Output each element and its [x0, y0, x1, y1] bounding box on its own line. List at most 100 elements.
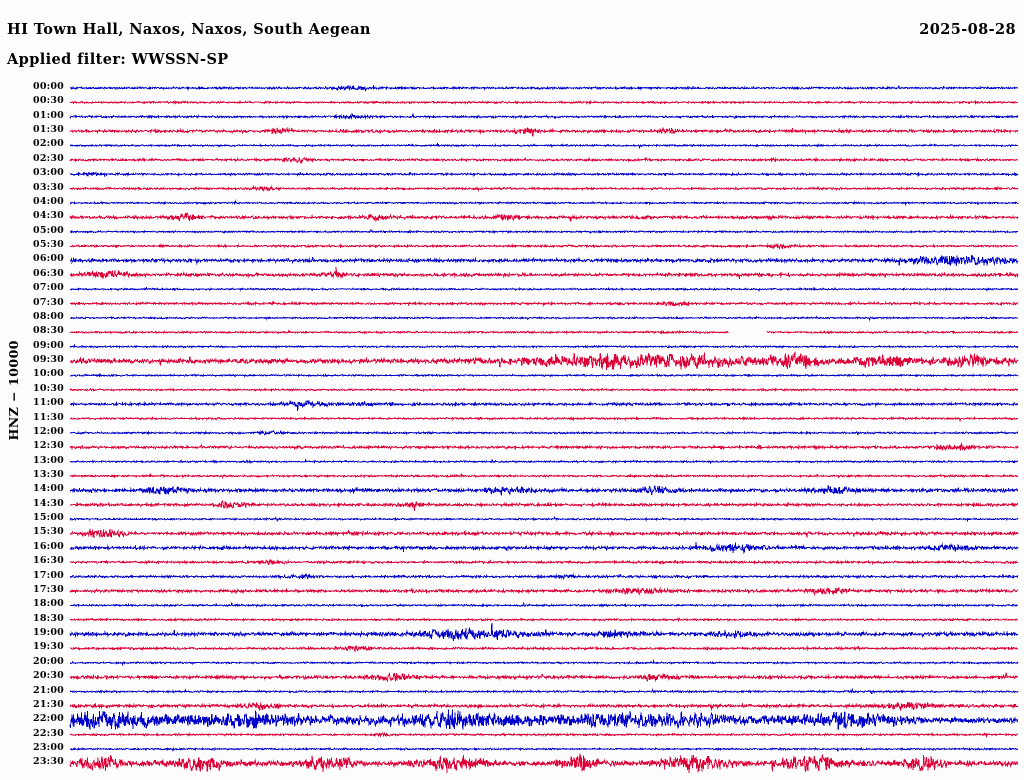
time-tick-label: 22:00 [33, 713, 64, 725]
seismic-trace [69, 473, 1019, 480]
time-tick-label: 05:30 [33, 239, 64, 251]
time-tick-label: 00:30 [33, 95, 64, 107]
time-tick-label: 17:00 [33, 569, 64, 581]
time-tick-label: 19:30 [33, 641, 64, 653]
time-tick-label: 23:00 [33, 742, 64, 754]
seismic-trace [69, 329, 729, 335]
applied-filter-label: Applied filter: WWSSN-SP [7, 51, 229, 68]
seismic-trace [69, 542, 1019, 555]
seismic-trace [70, 644, 1019, 653]
time-tick-label: 12:30 [33, 440, 64, 452]
time-tick-label: 18:30 [33, 612, 64, 624]
seismic-trace [69, 416, 1019, 423]
time-tick-label: 20:00 [33, 655, 64, 667]
seismic-trace [69, 170, 1019, 178]
seismic-trace [69, 255, 1019, 267]
time-tick-label: 22:30 [33, 727, 64, 739]
seismic-trace [69, 113, 1019, 120]
seismic-trace [69, 558, 1019, 566]
seismic-trace [69, 701, 1019, 711]
time-tick-label: 06:00 [33, 253, 64, 265]
seismic-trace [69, 617, 1019, 623]
date-label: 2025-08-28 [919, 21, 1016, 38]
seismic-trace [69, 387, 1019, 393]
seismic-trace [69, 399, 1019, 412]
seismic-trace [69, 266, 1019, 280]
time-tick-label: 21:00 [33, 684, 64, 696]
seismic-trace [69, 586, 1019, 597]
time-tick-label: 14:30 [33, 497, 64, 509]
time-tick-label: 08:00 [33, 310, 64, 322]
seismic-trace [69, 300, 1019, 308]
time-tick-label: 01:00 [33, 109, 64, 121]
seismic-trace [69, 515, 1019, 523]
seismic-trace [69, 572, 1019, 581]
time-tick-label: 16:00 [33, 540, 64, 552]
time-tick-label: 09:00 [33, 339, 64, 351]
time-tick-label: 23:30 [33, 756, 64, 768]
time-tick-label: 21:30 [33, 698, 64, 710]
seismic-trace [69, 99, 1019, 106]
seismic-trace [69, 351, 1019, 371]
seismic-trace [69, 659, 1019, 667]
seismic-trace [69, 372, 1019, 378]
seismic-trace [69, 709, 1019, 731]
time-tick-label: 10:30 [33, 382, 64, 394]
time-tick-label: 03:00 [33, 167, 64, 179]
seismic-trace [69, 343, 1019, 349]
time-tick-label: 11:00 [33, 397, 64, 409]
time-tick-label: 10:00 [33, 368, 64, 380]
seismic-trace [69, 528, 1019, 539]
time-tick-label: 04:30 [33, 210, 64, 222]
seismic-trace [69, 746, 1019, 753]
time-tick-label: 05:00 [33, 224, 64, 236]
time-tick-label: 20:30 [33, 670, 64, 682]
time-tick-label: 17:30 [33, 583, 64, 595]
seismic-trace [69, 731, 1019, 739]
seismic-trace [69, 315, 1019, 322]
seismic-trace [69, 622, 1019, 641]
time-tick-label: 16:30 [33, 555, 64, 567]
seismic-trace [69, 143, 1019, 150]
time-tick-label: 02:00 [33, 138, 64, 150]
time-tick-label: 08:30 [33, 325, 64, 337]
seismic-trace [69, 485, 1019, 496]
page-title: HI Town Hall, Naxos, Naxos, South Aegean [7, 21, 371, 38]
seismic-trace [69, 228, 1019, 235]
time-tick-label: 01:30 [33, 124, 64, 136]
time-tick-label: 15:00 [33, 512, 64, 524]
time-tick-label: 07:30 [33, 296, 64, 308]
seismic-trace [69, 442, 1019, 452]
time-tick-label: 15:30 [33, 526, 64, 538]
time-tick-label: 13:00 [33, 454, 64, 466]
seismic-trace [69, 126, 1019, 137]
time-tick-label: 00:00 [33, 81, 64, 92]
time-tick-label: 19:00 [33, 627, 64, 639]
time-tick-label: 13:30 [33, 468, 64, 480]
seismic-trace [69, 601, 1019, 608]
trace-canvas [69, 84, 1019, 774]
seismic-trace [69, 672, 1019, 683]
seismic-trace [69, 499, 1019, 512]
time-tick-label: 06:30 [33, 267, 64, 279]
time-tick-labels: 00:00 00:30 01:00 01:30 02:00 02:30 03:00 03:30… [0, 78, 64, 780]
time-tick-label: 02:30 [33, 152, 64, 164]
time-tick-label: 04:00 [33, 195, 64, 207]
time-tick-label: 18:00 [33, 598, 64, 610]
seismic-trace [69, 287, 1019, 293]
seismic-trace [766, 329, 1019, 335]
seismic-trace [69, 156, 1019, 165]
time-tick-label: 14:00 [33, 483, 64, 495]
time-tick-label: 07:00 [33, 282, 64, 294]
time-tick-label: 03:30 [33, 181, 64, 193]
seismic-trace [69, 184, 1019, 192]
seismic-trace [69, 753, 1019, 774]
time-tick-label: 12:00 [33, 425, 64, 437]
seismic-trace [69, 84, 1019, 92]
time-tick-label: 09:30 [33, 354, 64, 366]
helicorder-plot [0, 78, 1024, 780]
seismic-trace [69, 199, 1019, 207]
seismic-trace [69, 242, 1019, 250]
seismic-trace [69, 458, 1019, 465]
